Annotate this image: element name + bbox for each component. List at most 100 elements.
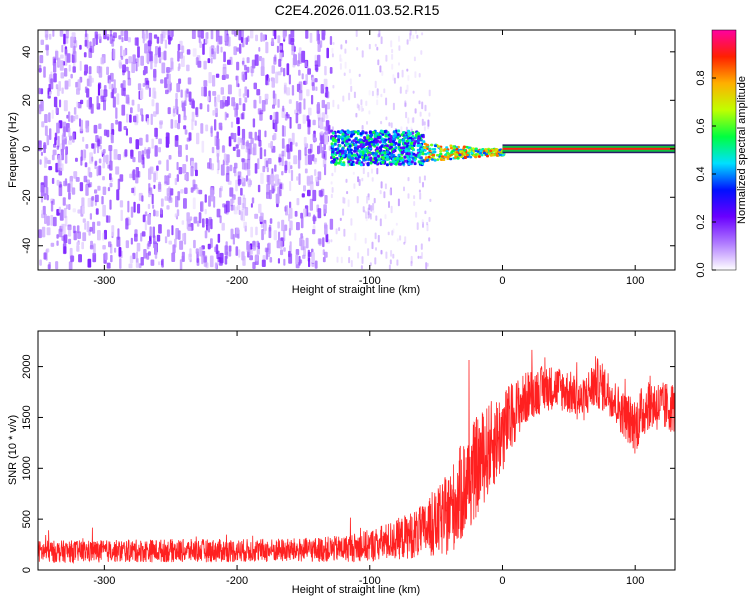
spectrogram-cell: [325, 114, 329, 119]
spectrogram-cell: [367, 211, 370, 219]
spectrogram-cell: [97, 146, 100, 154]
spectrogram-cell: [97, 33, 102, 40]
spectrogram-cell: [278, 58, 282, 67]
spectrogram-cell: [284, 145, 287, 157]
spectrogram-cell: [324, 132, 329, 145]
spectrogram-cell: [337, 135, 341, 138]
spectrogram-cell: [361, 125, 364, 130]
spectrogram-cell: [72, 132, 75, 143]
spectrogram-cell: [184, 174, 187, 181]
spectrogram-cell: [324, 65, 327, 76]
spectrogram-cell: [163, 30, 167, 36]
spectrogram-cell: [195, 107, 198, 116]
spectrogram-cell: [264, 247, 269, 253]
spectrogram-cell: [418, 152, 422, 156]
spectrogram-cell: [443, 148, 447, 151]
spectrogram-cell: [236, 205, 241, 211]
spectrogram-cell: [209, 158, 212, 170]
spectrogram-cell: [205, 218, 209, 225]
spectrogram-cell: [407, 117, 410, 124]
spectrogram-cell: [203, 60, 207, 70]
spectrogram-cell: [216, 168, 219, 175]
spectrogram-cell: [154, 56, 157, 68]
spectrogram-cell: [401, 161, 405, 165]
spectrogram-cell: [145, 84, 149, 90]
colorbar: 0.0 0.2 0.4 0.6 0.8 Normalized spectral ampl…: [695, 29, 748, 278]
spectrogram-cell: [108, 79, 111, 90]
spectrogram-cell: [486, 154, 489, 158]
snr-panel: -300 -200 -100 0 100 0 500 1000 1500 2000 Height…: [7, 330, 676, 596]
spectrogram-cell: [64, 68, 68, 77]
spectrogram-cell: [376, 46, 379, 51]
spectrogram-cell: [498, 148, 502, 152]
spectrogram-cell: [410, 255, 413, 264]
spectrogram-cell: [112, 35, 115, 42]
spectrogram-cell: [331, 47, 334, 54]
spectrogram-cell: [420, 147, 424, 151]
spectrogram-cell: [332, 99, 335, 108]
spectrogram-cell: [330, 193, 333, 199]
spectrogram-cell: [390, 153, 394, 157]
spectrogram-cell: [423, 126, 426, 131]
spectrogram-cell: [276, 45, 279, 53]
spectrogram-cell: [439, 150, 443, 153]
spectrogram-cell: [246, 66, 250, 73]
spectrogram-cell: [183, 115, 187, 121]
spectrogram-cell: [379, 65, 382, 73]
spectrogram-cell: [289, 245, 292, 252]
spectrogram-cell: [372, 210, 375, 214]
spectrogram-cell: [147, 40, 152, 47]
spectrogram-cell: [422, 181, 424, 188]
spectrogram-cell: [119, 62, 122, 69]
spectrogram-cell: [170, 119, 174, 129]
spectrogram-cell: [205, 124, 209, 132]
spectrogram-cell: [87, 258, 92, 268]
spectrogram-cell: [210, 163, 214, 171]
spectrogram-cell: [249, 255, 253, 261]
spectrogram-cell: [430, 158, 434, 161]
spectrogram-cell: [266, 167, 269, 173]
spectrogram-cell: [297, 60, 300, 67]
spectrogram-cell: [303, 246, 306, 257]
spectrogram-cell: [232, 133, 236, 139]
spectrogram-cell: [368, 144, 372, 148]
spectrogram-cell: [393, 134, 397, 138]
spectrogram-cell: [397, 198, 400, 207]
spectrogram-cell: [416, 139, 420, 143]
spectrogram-cell: [418, 189, 421, 193]
spectrogram-cell: [246, 57, 250, 64]
colorbar-gradient: [711, 29, 737, 271]
spectrogram-cell: [71, 32, 76, 41]
spectrogram-cell: [220, 46, 223, 53]
spectrogram-cell: [364, 131, 368, 135]
spectrogram-cell: [89, 172, 93, 178]
x-tick-label: -300: [93, 575, 115, 587]
spectrogram-cell: [102, 245, 106, 250]
spectrogram-cell: [181, 102, 186, 112]
spectrogram-cell: [211, 48, 214, 55]
spectrogram-cell: [123, 49, 126, 57]
colorbar-tick-label: 0.8: [695, 70, 707, 85]
spectrogram-cell: [426, 152, 430, 155]
spectrogram-cell: [149, 51, 153, 62]
spectrogram-cell: [41, 226, 46, 238]
spectrogram-cell: [160, 260, 164, 266]
spectrogram-cell: [202, 43, 205, 55]
spectrogram-cell: [390, 250, 393, 257]
spectrogram-cell: [324, 104, 328, 115]
spectrogram-y-label: Frequency (Hz): [7, 112, 19, 188]
spectrogram-cell: [140, 232, 143, 242]
spectrogram-cell: [169, 30, 173, 37]
spectrogram-cell: [398, 157, 402, 161]
spectrogram-cell: [132, 157, 136, 163]
spectrogram-cell: [235, 246, 239, 256]
spectrogram-cell: [344, 48, 347, 54]
spectrogram-cell: [97, 67, 100, 75]
spectrogram-cell: [42, 205, 46, 215]
spectrogram-cell: [278, 231, 281, 243]
spectrogram-cell: [421, 252, 423, 259]
spectrogram-cell: [270, 173, 275, 186]
spectrogram-cell: [179, 259, 183, 270]
spectrogram-cell: [271, 37, 274, 45]
spectrogram-cell: [305, 237, 309, 249]
